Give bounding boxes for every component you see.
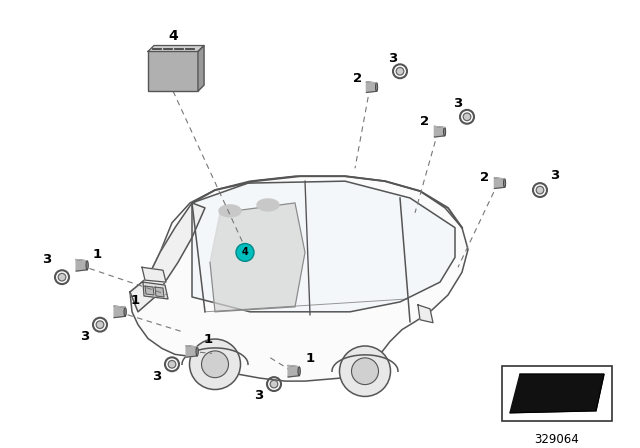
Text: 2: 2 bbox=[353, 72, 363, 85]
Ellipse shape bbox=[257, 199, 279, 211]
Ellipse shape bbox=[444, 128, 445, 136]
Polygon shape bbox=[186, 345, 197, 357]
Polygon shape bbox=[192, 181, 455, 312]
Polygon shape bbox=[435, 126, 445, 137]
Bar bbox=[163, 47, 172, 49]
Polygon shape bbox=[76, 259, 87, 271]
Ellipse shape bbox=[298, 367, 300, 376]
Text: 4: 4 bbox=[242, 247, 248, 258]
Text: 3: 3 bbox=[42, 253, 52, 266]
Circle shape bbox=[270, 380, 278, 388]
Ellipse shape bbox=[124, 307, 126, 316]
Text: 1: 1 bbox=[305, 352, 315, 365]
Polygon shape bbox=[148, 46, 204, 52]
Circle shape bbox=[536, 186, 544, 194]
Text: 1: 1 bbox=[92, 248, 102, 261]
Circle shape bbox=[396, 68, 404, 75]
Text: 3: 3 bbox=[81, 330, 90, 343]
Bar bbox=[185, 47, 194, 49]
Text: 329064: 329064 bbox=[534, 433, 579, 446]
Polygon shape bbox=[198, 46, 204, 91]
Polygon shape bbox=[288, 366, 299, 377]
Text: 1: 1 bbox=[204, 333, 212, 346]
Text: 3: 3 bbox=[254, 389, 264, 402]
Bar bbox=[174, 47, 183, 49]
Circle shape bbox=[168, 361, 176, 368]
Polygon shape bbox=[142, 267, 166, 282]
Bar bbox=[148, 52, 198, 91]
Polygon shape bbox=[130, 203, 205, 312]
Circle shape bbox=[351, 358, 378, 384]
Bar bbox=[152, 47, 161, 49]
Text: 4: 4 bbox=[168, 29, 178, 43]
Circle shape bbox=[58, 273, 66, 281]
Text: 3: 3 bbox=[453, 97, 463, 111]
Circle shape bbox=[463, 113, 471, 121]
Bar bbox=[502, 366, 612, 421]
Ellipse shape bbox=[196, 347, 198, 356]
Ellipse shape bbox=[504, 179, 506, 187]
Circle shape bbox=[339, 346, 390, 396]
Polygon shape bbox=[366, 82, 376, 92]
Text: 3: 3 bbox=[550, 169, 559, 182]
Polygon shape bbox=[114, 306, 125, 318]
Circle shape bbox=[202, 351, 228, 378]
Ellipse shape bbox=[376, 83, 378, 91]
Polygon shape bbox=[155, 287, 164, 297]
Polygon shape bbox=[145, 286, 154, 295]
Text: 3: 3 bbox=[152, 370, 162, 383]
Ellipse shape bbox=[86, 261, 88, 270]
Polygon shape bbox=[510, 374, 604, 413]
Text: 1: 1 bbox=[131, 294, 140, 307]
Circle shape bbox=[236, 244, 254, 261]
Text: 3: 3 bbox=[388, 52, 397, 65]
Polygon shape bbox=[418, 305, 433, 323]
Polygon shape bbox=[130, 176, 468, 381]
Text: 2: 2 bbox=[481, 171, 490, 184]
Ellipse shape bbox=[219, 205, 241, 217]
Polygon shape bbox=[494, 178, 504, 189]
Circle shape bbox=[189, 339, 241, 389]
Polygon shape bbox=[143, 282, 168, 299]
Polygon shape bbox=[210, 203, 305, 312]
Circle shape bbox=[96, 321, 104, 328]
Text: 2: 2 bbox=[420, 115, 429, 128]
